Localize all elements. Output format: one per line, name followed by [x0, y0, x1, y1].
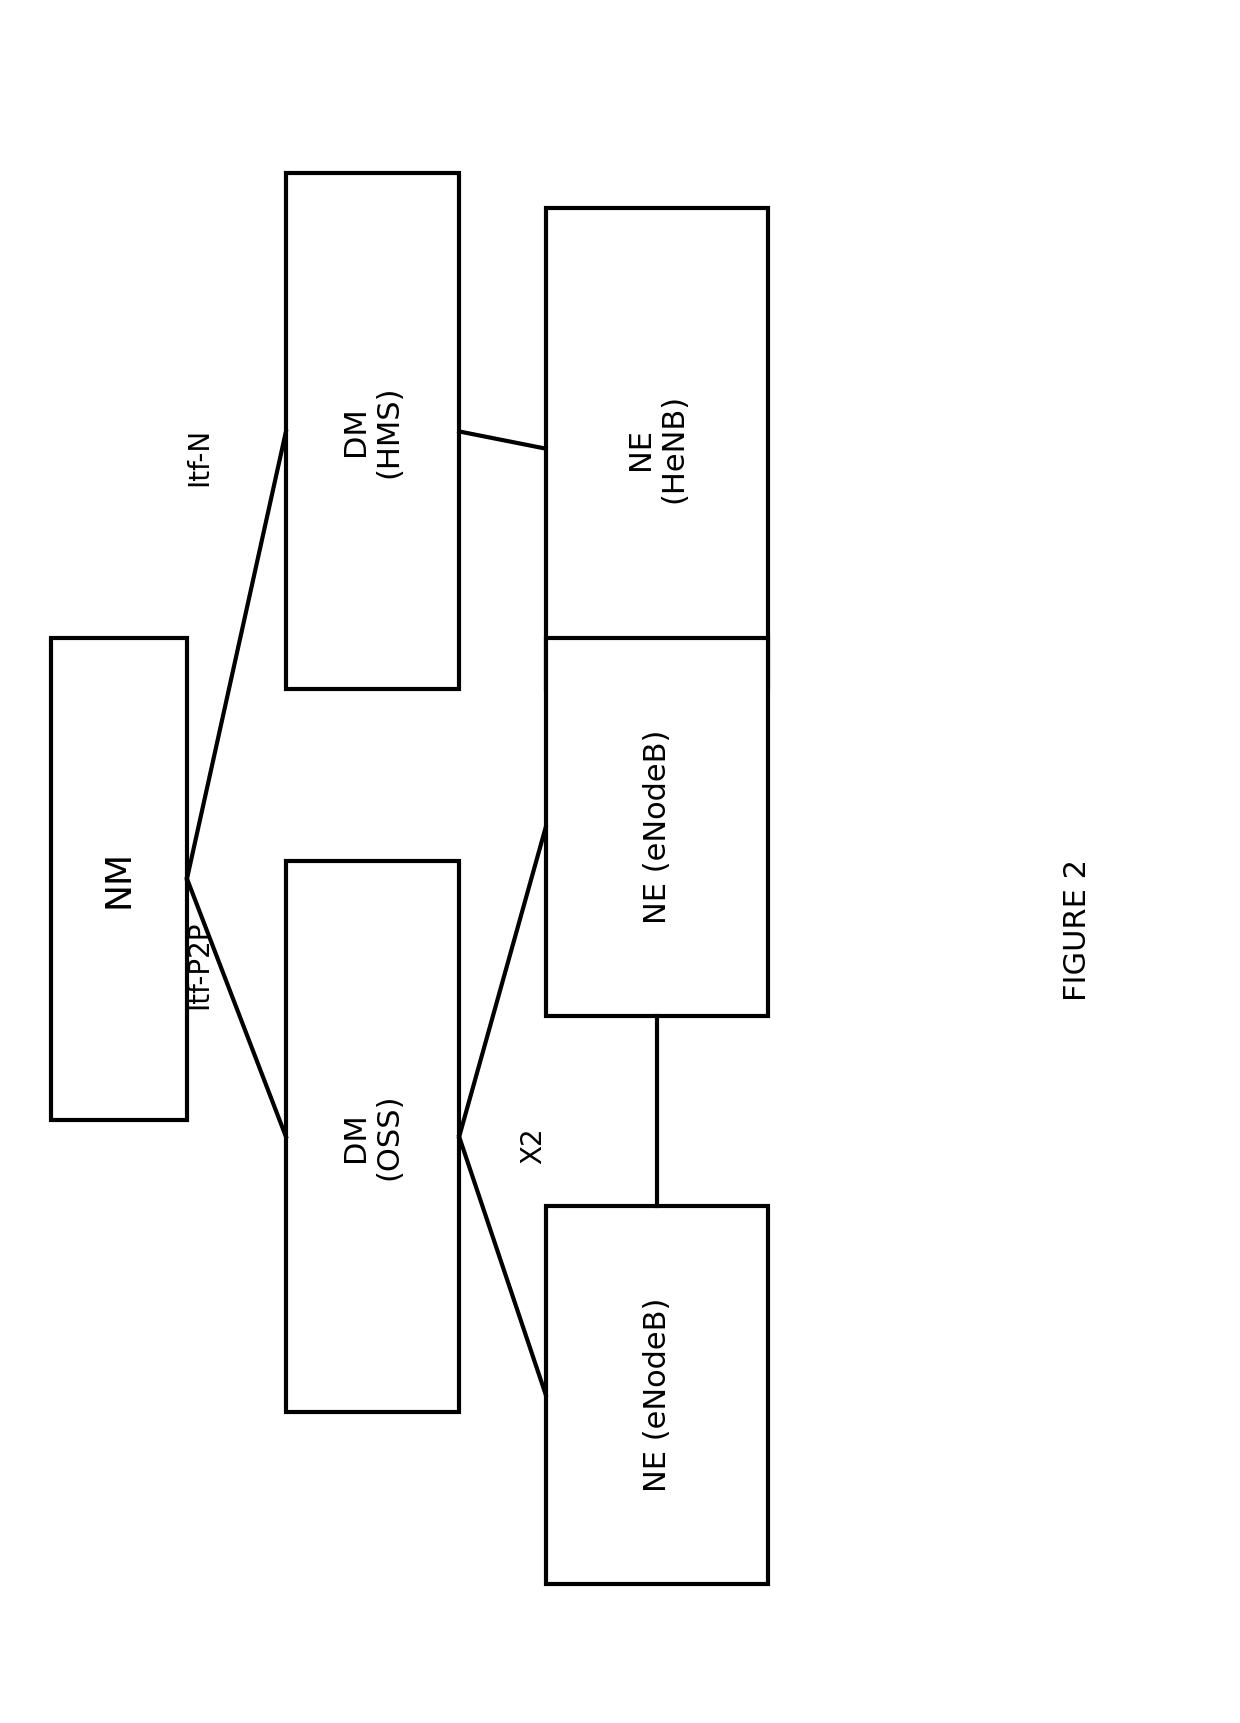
Text: NM: NM: [102, 849, 136, 908]
Text: DM
(HMS): DM (HMS): [341, 386, 404, 477]
Text: NE (eNodeB): NE (eNodeB): [642, 1297, 672, 1492]
Bar: [546, 208, 769, 689]
Bar: [546, 638, 769, 1017]
Text: DM
(OSS): DM (OSS): [341, 1094, 404, 1180]
Bar: [546, 1206, 769, 1583]
Text: Itf-N: Itf-N: [185, 429, 213, 486]
Bar: [286, 174, 459, 689]
Bar: [286, 862, 459, 1411]
Text: Itf-P2P: Itf-P2P: [185, 920, 213, 1010]
Bar: [51, 638, 187, 1120]
Text: FIGURE 2: FIGURE 2: [1063, 860, 1092, 1001]
Text: X2: X2: [520, 1127, 547, 1163]
Text: NE
(HeNB): NE (HeNB): [626, 395, 688, 503]
Text: NE (eNodeB): NE (eNodeB): [642, 731, 672, 924]
